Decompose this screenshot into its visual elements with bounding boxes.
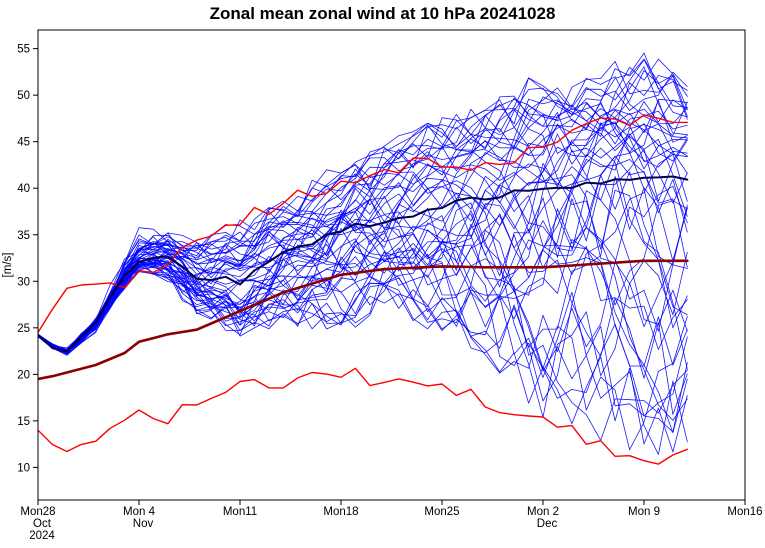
climatology-min-line xyxy=(38,367,688,465)
ensemble-member-line xyxy=(38,109,688,370)
ensemble-member-line xyxy=(38,139,688,351)
ensemble-member-line xyxy=(38,239,688,353)
ensemble-member-line xyxy=(38,122,688,355)
y-tick-label: 15 xyxy=(17,416,30,428)
y-tick-label: 45 xyxy=(17,137,30,149)
climatology-max-line xyxy=(38,114,688,334)
x-tick-label: Mon18 xyxy=(323,506,358,518)
x-tick-label: Mon 2 xyxy=(527,506,559,518)
ensemble-member-line xyxy=(38,58,688,351)
y-tick-label: 10 xyxy=(17,462,30,474)
x-tick-label: Mon 4 xyxy=(123,506,156,518)
ensemble-member-line xyxy=(38,121,688,351)
ensemble-member-line xyxy=(38,108,688,351)
ensemble-mean-line xyxy=(38,175,689,353)
ensemble-member-line xyxy=(38,107,688,352)
ensemble-member-line xyxy=(38,52,688,351)
y-tick-label: 50 xyxy=(17,90,30,102)
ensemble-member-line xyxy=(38,108,688,351)
x-tick-label: Oct xyxy=(33,518,52,530)
y-tick-label: 35 xyxy=(17,230,30,242)
ensemble-member-line xyxy=(38,98,688,352)
ensemble-member-line xyxy=(38,58,688,350)
y-tick-label: 25 xyxy=(17,323,30,335)
x-tick-label: Mon16 xyxy=(727,506,762,518)
plot-frame xyxy=(37,29,746,501)
ensemble-member-line xyxy=(38,59,688,352)
climatology-mean-line xyxy=(38,259,689,381)
ensemble-member-line xyxy=(38,66,688,351)
y-axis-label: [m/s] xyxy=(2,253,14,278)
summary-lines-group xyxy=(38,114,689,465)
ensemble-member-line xyxy=(38,77,688,349)
x-tick-label: Mon25 xyxy=(424,506,459,518)
ensemble-member-line xyxy=(38,99,688,351)
ensemble-member-line xyxy=(38,118,688,352)
ensemble-member-line xyxy=(38,61,688,351)
x-tick-label: 2024 xyxy=(29,530,55,542)
y-tick-label: 55 xyxy=(17,44,30,56)
x-tick-label: Nov xyxy=(133,518,154,530)
y-tick-label: 30 xyxy=(17,276,30,288)
ensemble-members-group xyxy=(38,52,688,455)
chart-title: Zonal mean zonal wind at 10 hPa 20241028 xyxy=(209,4,556,23)
ensemble-member-line xyxy=(38,70,688,352)
y-tick-label: 40 xyxy=(17,183,30,195)
ensemble-member-line xyxy=(38,260,688,453)
x-tick-label: Dec xyxy=(537,518,558,530)
x-tick-label: Mon 9 xyxy=(628,506,660,518)
ensemble-member-line xyxy=(38,229,688,417)
y-tick-label: 20 xyxy=(17,369,30,381)
ensemble-member-line xyxy=(38,230,688,451)
ensemble-member-line xyxy=(38,250,688,374)
ensemble-member-line xyxy=(38,228,688,441)
x-tick-label: Mon28 xyxy=(20,506,55,518)
x-tick-label: Mon11 xyxy=(223,506,257,518)
